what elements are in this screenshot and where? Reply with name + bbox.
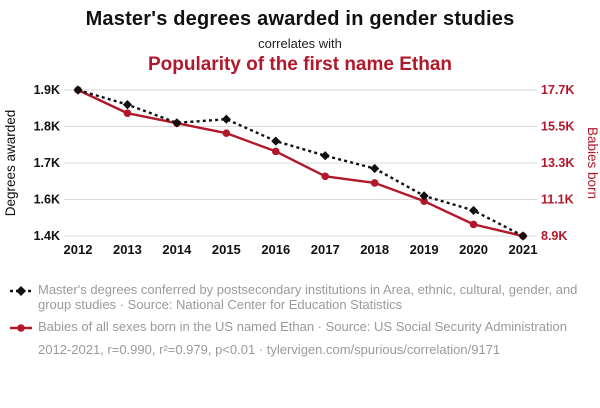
x-axis-year-labels: 2012 2013 2014 2015 2016 2017 2018 2019 2020 2021	[64, 242, 538, 257]
chart-area: 1.9K 1.8K 1.7K 1.6K 1.4K 17.7K 15.5K 13.3K 11.1K…	[0, 78, 600, 273]
svg-text:2019: 2019	[410, 242, 439, 257]
svg-text:2013: 2013	[113, 242, 142, 257]
svg-text:2014: 2014	[162, 242, 192, 257]
correlation-line-chart: 1.9K 1.8K 1.7K 1.6K 1.4K 17.7K 15.5K 13.3K 11.1K…	[3, 83, 600, 257]
legend-text-ethan: Babies of all sexes born in the US named…	[38, 319, 567, 334]
dashed-diamond-legend-icon	[10, 286, 32, 296]
page-subtitle: Popularity of the first name Ethan	[147, 54, 453, 75]
svg-text:11.1K: 11.1K	[541, 193, 574, 207]
legend-text-masters: Master's degrees conferred by postsecond…	[38, 282, 578, 312]
left-axis-title: Degrees awarded	[3, 110, 18, 217]
svg-text:15.5K: 15.5K	[541, 120, 574, 134]
chart-header: Master's degrees awarded in gender studi…	[0, 0, 600, 76]
footer: 2012-2021, r=0.990, r²=0.979, p<0.01 · t…	[8, 342, 592, 357]
legend-item-masters: Master's degrees conferred by postsecond…	[8, 282, 592, 312]
right-axis-title: Babies born	[585, 127, 600, 199]
svg-text:1.9K: 1.9K	[34, 83, 60, 97]
svg-text:2021: 2021	[509, 242, 538, 257]
svg-text:1.8K: 1.8K	[34, 120, 60, 134]
correlates-with-label: correlates with	[258, 36, 342, 51]
stats-and-source-url: 2012-2021, r=0.990, r²=0.979, p<0.01 · t…	[38, 342, 501, 357]
svg-text:1.6K: 1.6K	[34, 193, 60, 207]
masters-degrees-series	[73, 85, 528, 241]
svg-text:1.4K: 1.4K	[34, 229, 60, 243]
left-axis-tick-labels: 1.9K 1.8K 1.7K 1.6K 1.4K	[34, 83, 60, 243]
svg-text:2017: 2017	[311, 242, 340, 257]
svg-text:2018: 2018	[360, 242, 389, 257]
right-axis-tick-labels: 17.7K 15.5K 13.3K 11.1K 8.9K	[541, 83, 574, 243]
svg-text:2012: 2012	[64, 242, 93, 257]
legend: Master's degrees conferred by postsecond…	[0, 273, 600, 357]
legend-item-ethan: Babies of all sexes born in the US named…	[8, 319, 592, 334]
svg-text:17.7K: 17.7K	[541, 83, 574, 97]
svg-text:2020: 2020	[459, 242, 488, 257]
svg-text:8.9K: 8.9K	[541, 229, 567, 243]
svg-text:2015: 2015	[212, 242, 241, 257]
page-title: Master's degrees awarded in gender studi…	[85, 8, 515, 30]
svg-text:2016: 2016	[261, 242, 290, 257]
svg-text:1.7K: 1.7K	[34, 156, 60, 170]
svg-text:13.3K: 13.3K	[541, 156, 574, 170]
solid-circle-legend-icon	[10, 324, 32, 332]
